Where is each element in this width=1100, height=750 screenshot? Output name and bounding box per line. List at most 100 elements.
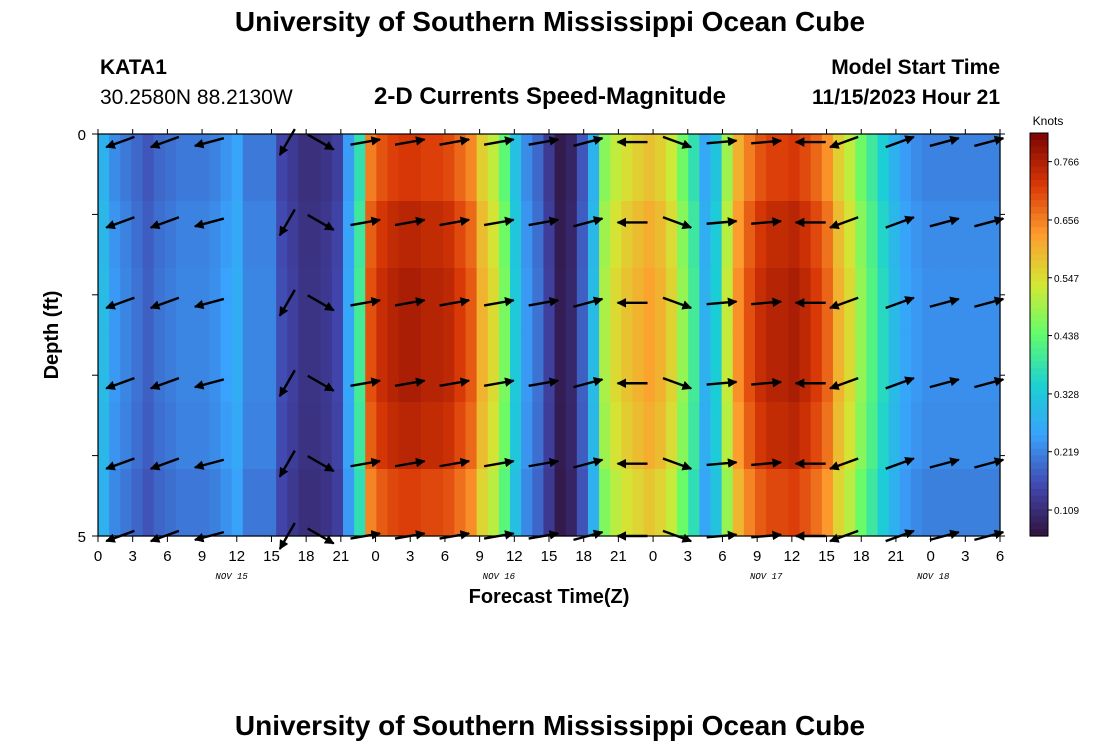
- heatmap-cell: [443, 201, 455, 269]
- heatmap-cell: [832, 335, 845, 403]
- heatmap-cell: [298, 469, 311, 537]
- colorbar-swatch: [1030, 206, 1048, 215]
- heatmap-cell: [409, 201, 422, 269]
- heatmap-cell: [287, 402, 300, 470]
- heatmap-cell: [432, 335, 444, 403]
- current-arrow: [278, 289, 296, 317]
- heatmap-cell: [331, 268, 344, 336]
- x-axis-label: Forecast Time(Z): [469, 586, 630, 608]
- current-arrow: [439, 377, 471, 388]
- heatmap-cell: [265, 469, 277, 537]
- colorbar-swatch: [1030, 495, 1048, 504]
- x-tick-label: 6: [163, 548, 171, 565]
- heatmap-cell: [988, 469, 1001, 537]
- current-arrow: [350, 377, 381, 388]
- heatmap-cell: [109, 134, 121, 202]
- heatmap-cell: [955, 268, 968, 336]
- heatmap-cell: [198, 469, 210, 537]
- heatmap-cell: [688, 201, 700, 269]
- colorbar-swatch: [1030, 374, 1048, 383]
- heatmap-cell: [342, 268, 355, 336]
- colorbar-swatch: [1030, 220, 1048, 228]
- heatmap-cell: [320, 134, 333, 202]
- heatmap-cell: [866, 201, 879, 269]
- current-arrow: [278, 128, 296, 156]
- current-arrow: [706, 377, 738, 388]
- heatmap-cell: [309, 402, 322, 470]
- current-arrow: [483, 136, 515, 146]
- current-arrow: [350, 216, 381, 227]
- x-tick-label: 15: [541, 548, 558, 565]
- heatmap-cell: [877, 402, 890, 470]
- heatmap-cell: [265, 201, 277, 269]
- heatmap-cell: [476, 402, 489, 470]
- heatmap-cell: [788, 402, 801, 470]
- heatmap-cell: [242, 268, 255, 336]
- heatmap-cell: [699, 201, 712, 269]
- heatmap-cell: [164, 469, 177, 537]
- heatmap-cell: [198, 402, 210, 470]
- heatmap-cell: [298, 402, 311, 470]
- heatmap-cell: [565, 335, 578, 403]
- heatmap-cell: [554, 469, 567, 537]
- heatmap-cell: [420, 201, 433, 269]
- heatmap-cell: [498, 402, 511, 470]
- heatmap-cell: [331, 402, 344, 470]
- colorbar-swatch: [1030, 180, 1048, 188]
- heatmap-cell: [387, 335, 400, 403]
- heatmap-cell: [977, 402, 990, 470]
- colorbar-swatch: [1030, 193, 1048, 201]
- heatmap-cell: [187, 469, 199, 537]
- y-tick-label: 0: [78, 127, 86, 144]
- heatmap-cell: [231, 469, 244, 537]
- heatmap-cell: [454, 402, 467, 470]
- heatmap-cell: [543, 134, 556, 202]
- heatmap-cell: [276, 469, 288, 537]
- heatmap-cell: [298, 201, 311, 269]
- heatmap-cell: [699, 335, 712, 403]
- heatmap-cell: [287, 335, 300, 403]
- heatmap-cell: [576, 469, 589, 537]
- heatmap-cell: [98, 134, 110, 202]
- station-coords: 30.2580N 88.2130W: [100, 86, 293, 109]
- heatmap-cell: [877, 268, 890, 336]
- heatmap-cell: [832, 469, 845, 537]
- heatmap-cell: [131, 201, 144, 269]
- heatmap-cell: [677, 201, 689, 269]
- heatmap-cell: [788, 335, 801, 403]
- colorbar-swatch: [1030, 354, 1048, 362]
- current-arrow: [483, 216, 515, 227]
- heatmap-cell: [821, 402, 834, 470]
- heatmap-cell: [142, 201, 155, 269]
- heatmap-cell: [599, 402, 611, 470]
- heatmap-cell: [621, 201, 634, 269]
- heatmap-cell: [187, 268, 199, 336]
- heatmap-cell: [209, 402, 222, 470]
- heatmap-cell: [265, 335, 277, 403]
- heatmap-cell: [777, 469, 790, 537]
- heatmap-cell: [654, 402, 667, 470]
- heatmap-cell: [498, 134, 511, 202]
- heatmap-cell: [153, 268, 166, 336]
- heatmap-cell: [109, 201, 121, 269]
- heatmap-cell: [320, 402, 333, 470]
- heatmap-cell: [175, 402, 188, 470]
- heatmap-cell: [977, 335, 990, 403]
- heatmap-cell: [677, 469, 689, 537]
- heatmap-cell: [944, 402, 957, 470]
- heatmap-cell: [610, 335, 622, 403]
- colorbar-swatch: [1030, 368, 1048, 376]
- heatmap-cell: [933, 335, 945, 403]
- heatmap-cell: [732, 134, 745, 202]
- heatmap-cell: [554, 268, 567, 336]
- heatmap-cell: [376, 201, 389, 269]
- heatmap-cell: [821, 335, 834, 403]
- colorbar-swatch: [1030, 394, 1048, 403]
- colorbar-swatch: [1030, 408, 1048, 416]
- x-tick-label: 6: [996, 548, 1004, 565]
- heatmap-cell: [265, 134, 277, 202]
- heatmap-cell: [955, 335, 968, 403]
- current-arrow: [929, 216, 960, 228]
- heatmap-cell: [253, 335, 266, 403]
- heatmap-cell: [988, 335, 1001, 403]
